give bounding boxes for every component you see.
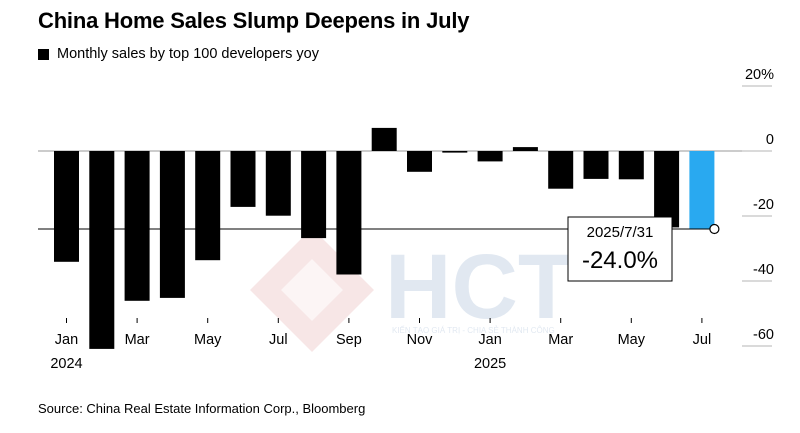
x-axis-ticks: Jan 2024 Mar May Jul Sep Nov Jan 2025 Mar May Jul [50,318,711,372]
bar [407,151,432,172]
bar [89,151,115,349]
bar [230,151,256,207]
x-tick-label: Mar [548,332,573,348]
bar [159,151,185,298]
legend: Monthly sales by top 100 developers yoy [38,46,319,62]
bar [371,127,397,151]
bars [54,127,715,349]
x-tick-label: Jul [693,332,712,348]
bar [442,151,468,153]
x-tick-label: Nov [407,332,434,348]
bar [301,151,327,239]
callout-date: 2025/7/31 [587,224,654,241]
annotation-marker [709,223,720,235]
x-tick-year: 2025 [474,356,506,372]
watermark-tagline: KIẾN TẠO GIÁ TRỊ - CHIA SẺ THÀNH CÔNG [392,325,555,335]
y-axis-ticks: 20% 0 -20 -40 -60 [745,67,774,343]
source-note: Source: China Real Estate Information Co… [38,401,366,416]
x-tick-year: 2024 [50,356,82,372]
x-tick-label: Jan [55,332,78,348]
y-tick-label: -40 [753,262,774,278]
callout-value: -24.0% [582,247,658,274]
bar [477,151,503,162]
x-tick-label: Jan [478,332,501,348]
chart-title: China Home Sales Slump Deepens in July [38,8,470,33]
y-tick-label: -20 [753,197,774,213]
bar [124,151,150,301]
bar [618,151,644,180]
bar [336,151,362,275]
bar [689,151,715,229]
y-tick-label: 0 [766,132,774,148]
y-tick-label: -60 [753,327,774,343]
bar [195,151,221,261]
legend-label: Monthly sales by top 100 developers yoy [57,46,319,62]
bar [583,151,609,179]
watermark-diamond-inner [281,259,343,321]
legend-swatch [38,48,49,60]
callout-box [567,216,673,282]
x-tick-label: Mar [125,332,150,348]
watermark-brand: HCT [385,236,574,338]
x-tick-label: May [618,332,646,348]
bar [654,151,680,228]
bar [548,151,574,189]
x-tick-label: May [194,332,222,348]
y-tick-label: 20% [745,67,774,83]
bar [512,147,538,151]
bar [54,151,79,262]
bar [265,151,291,216]
x-tick-label: Jul [269,332,288,348]
annotation-callout: 2025/7/31 -24.0% [567,216,673,282]
x-tick-label: Sep [336,332,362,348]
